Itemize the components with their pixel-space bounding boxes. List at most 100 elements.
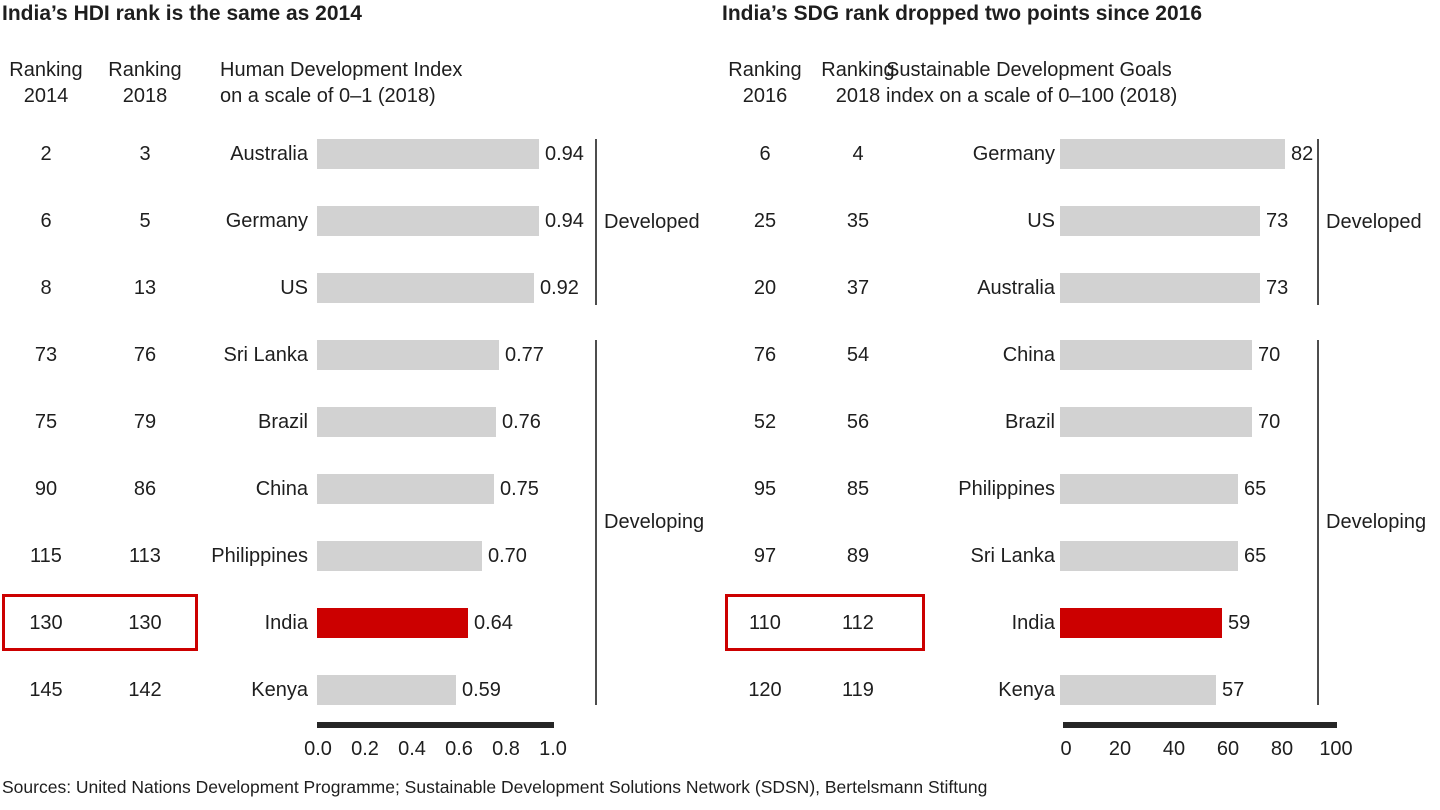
rank-2018-cell: 89	[846, 545, 870, 567]
value-bar	[1060, 541, 1238, 571]
value-label: 65	[1244, 545, 1267, 567]
rank-prev-cell: 115	[30, 545, 62, 567]
country-label: Kenya	[998, 679, 1055, 701]
value-label: 0.94	[545, 143, 584, 165]
value-bar	[1060, 206, 1260, 236]
sdg-rows: 6 4 Germany 82 25 35 US 73 20 37 Austral…	[700, 0, 1440, 810]
value-label: 82	[1291, 143, 1314, 165]
rank-prev-cell: 73	[34, 344, 58, 366]
rank-2018-cell: 37	[846, 277, 870, 299]
country-label: US	[1027, 210, 1055, 232]
value-label: 73	[1266, 277, 1289, 299]
country-label: Germany	[225, 210, 308, 232]
rank-2018-cell: 130	[128, 612, 162, 634]
table-row: 2 3 Australia 0.94	[0, 139, 700, 169]
value-label: 0.94	[545, 210, 584, 232]
value-bar	[317, 474, 494, 504]
table-row: 6 5 Germany 0.94	[0, 206, 700, 236]
value-label: 70	[1258, 411, 1281, 433]
value-bar	[317, 273, 534, 303]
rank-prev-cell: 75	[34, 411, 58, 433]
rank-2018-cell: 3	[139, 143, 151, 165]
value-bar	[1060, 474, 1238, 504]
rank-2018-cell: 56	[846, 411, 870, 433]
hdi-chart-title: India’s HDI rank is the same as 2014	[2, 2, 362, 25]
value-bar	[1060, 273, 1260, 303]
ranking-2018-column-header: Ranking 2018	[821, 59, 895, 107]
rank-2018-cell: 76	[133, 344, 157, 366]
rank-prev-cell: 25	[753, 210, 777, 232]
table-row: 145 142 Kenya 0.59	[0, 675, 700, 705]
country-label: India	[264, 612, 308, 634]
table-row: 52 56 Brazil 70	[700, 407, 1440, 437]
value-label: 0.75	[500, 478, 539, 500]
sources-note: Sources: United Nations Development Prog…	[2, 777, 988, 797]
country-label: Germany	[972, 143, 1055, 165]
axis-tick-label: 0.6	[445, 738, 473, 760]
table-row: 110 112 India 59	[700, 594, 1440, 651]
axis-tick-label: 0.0	[304, 738, 332, 760]
rank-prev-cell: 130	[29, 612, 63, 634]
developed-group-label: Developed	[604, 210, 700, 233]
axis-tick-label: 40	[1162, 738, 1186, 760]
rank-2018-cell: 5	[139, 210, 151, 232]
sdg-chart-title: India’s SDG rank dropped two points sinc…	[722, 2, 1202, 25]
sdg-chart: India’s SDG rank dropped two points sinc…	[700, 0, 1440, 810]
table-row: 95 85 Philippines 65	[700, 474, 1440, 504]
value-label: 0.59	[462, 679, 501, 701]
value-bar	[317, 675, 456, 705]
country-label: China	[1002, 344, 1055, 366]
india-highlight-box	[2, 594, 198, 651]
country-label: China	[255, 478, 308, 500]
axis-tick-label: 0	[1060, 738, 1072, 760]
table-row: 115 113 Philippines 0.70	[0, 541, 700, 571]
rank-prev-cell: 20	[753, 277, 777, 299]
rank-2018-cell: 35	[846, 210, 870, 232]
value-label: 0.70	[488, 545, 527, 567]
country-label: Australia	[230, 143, 308, 165]
axis-tick-label: 1.0	[539, 738, 567, 760]
value-label: 0.64	[474, 612, 513, 634]
value-bar	[317, 407, 496, 437]
developing-bracket-line	[595, 340, 597, 705]
rank-prev-cell: 52	[753, 411, 777, 433]
value-bar	[1060, 675, 1216, 705]
rank-prev-cell: 6	[40, 210, 52, 232]
rank-2018-cell: 142	[128, 679, 162, 701]
axis-tick-label: 0.2	[351, 738, 379, 760]
rank-2018-cell: 85	[846, 478, 870, 500]
rank-prev-cell: 95	[753, 478, 777, 500]
rank-prev-cell: 90	[34, 478, 58, 500]
value-bar	[317, 206, 539, 236]
rank-2018-cell: 13	[133, 277, 157, 299]
axis-tick-label: 80	[1270, 738, 1294, 760]
rank-2018-cell: 86	[133, 478, 157, 500]
value-bar	[317, 541, 482, 571]
hdi-rows: 2 3 Australia 0.94 6 5 Germany 0.94 8 13…	[0, 0, 700, 810]
value-label: 65	[1244, 478, 1267, 500]
value-bar	[1060, 139, 1285, 169]
rank-prev-cell: 110	[749, 612, 781, 634]
rank-prev-cell: 76	[753, 344, 777, 366]
rank-prev-cell: 120	[748, 679, 782, 701]
table-row: 130 130 India 0.64	[0, 594, 700, 651]
hdi-x-axis-ticks: 0.0 0.2 0.4 0.6 0.8 1.0	[0, 737, 700, 761]
rank-prev-cell: 97	[753, 545, 777, 567]
axis-tick-label: 0.8	[492, 738, 520, 760]
developed-bracket-line	[1317, 139, 1319, 305]
country-label: Brazil	[1004, 411, 1055, 433]
table-row: 8 13 US 0.92	[0, 273, 700, 303]
country-label: Philippines	[211, 545, 308, 567]
hdi-x-axis-line	[317, 722, 554, 728]
rank-2018-cell: 119	[842, 679, 874, 701]
country-label: India	[1011, 612, 1055, 634]
developing-group-label: Developing	[604, 511, 705, 533]
value-bar	[1060, 407, 1252, 437]
value-bar	[1060, 608, 1222, 638]
country-label: Kenya	[251, 679, 308, 701]
sdg-x-axis-ticks: 0 20 40 60 80 100	[700, 737, 1440, 761]
country-label: Australia	[977, 277, 1055, 299]
hdi-index-column-header: Human Development Index on a scale of 0–…	[220, 59, 463, 107]
rank-prev-cell: 145	[29, 679, 63, 701]
